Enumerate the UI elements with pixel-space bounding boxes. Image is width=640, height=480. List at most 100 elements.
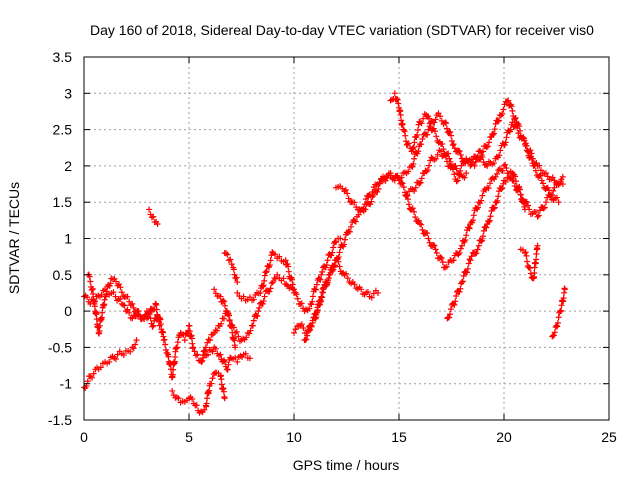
x-axis-label: GPS time / hours [293,457,400,473]
data-point [485,185,492,192]
data-point [310,314,317,321]
data-point [207,337,213,344]
data-point [491,126,498,133]
data-point [394,96,401,103]
data-point [204,339,211,346]
data-point [528,150,535,157]
data-point [285,268,292,275]
data-point [437,113,444,120]
data-point [414,131,421,138]
data-point [344,190,351,197]
data-point [456,288,463,295]
data-point [409,205,416,212]
data-point [424,230,431,237]
data-point [527,147,534,154]
data-point [448,137,455,144]
data-point [129,300,136,307]
data-point [243,334,250,341]
series-track-o [402,161,566,271]
data-point [430,241,437,248]
data-point [221,395,228,402]
series-track-k [291,256,381,336]
data-point [337,235,344,242]
data-point [465,260,472,267]
series-track-f [169,369,228,416]
data-point [512,114,519,121]
data-point [102,293,109,300]
data-point [486,217,493,224]
data-point [117,295,124,302]
data-point [521,135,528,142]
data-point [560,295,567,302]
data-point [465,224,472,231]
data-point [89,285,96,292]
data-point [523,142,530,149]
data-point [494,197,501,204]
data-point [419,226,426,233]
data-point [351,199,358,206]
y-tick-label: 1.5 [53,194,73,210]
data-point [218,320,225,327]
data-point [519,197,526,204]
data-point [116,281,122,288]
series-track-q [517,242,541,282]
data-point [561,286,568,293]
data-point [126,298,133,305]
data-point [505,97,512,104]
data-point [502,161,509,168]
data-point [456,148,463,155]
data-point [531,162,538,169]
data-point [233,274,240,281]
data-point [426,120,433,127]
y-tick-label: 2 [64,158,72,174]
data-point [475,242,482,249]
data-point [411,208,417,215]
data-point [411,155,418,162]
data-point [90,370,97,377]
x-tick-label: 25 [601,429,617,445]
data-point [411,139,418,146]
data-point [522,206,528,213]
data-point [543,170,549,177]
data-point [484,162,491,169]
data-point [554,323,561,330]
data-point [130,345,137,352]
data-point [399,121,406,128]
data-point [534,213,541,220]
data-point [445,150,452,157]
data-point [162,346,169,353]
data-point [149,323,156,330]
data-point [555,199,562,206]
data-point [333,239,339,246]
data-point [426,239,433,246]
data-point [249,322,256,329]
data-point [415,217,422,224]
data-point [194,351,201,358]
data-point [221,315,227,322]
data-point [242,350,249,357]
data-point [181,337,188,344]
data-point [250,296,257,303]
data-point [480,148,486,155]
data-point [254,313,261,320]
data-point [495,118,502,125]
data-point [220,388,227,395]
data-point [129,315,136,322]
data-point [502,139,509,146]
y-axis-label: SDTVAR / TECUs [6,182,22,294]
data-point [420,115,427,122]
data-point [117,284,124,291]
data-point [306,305,313,312]
data-point [113,278,120,285]
data-point [317,299,324,306]
data-point [473,250,480,257]
data-point [172,353,179,360]
data-point [509,107,516,114]
data-point [432,246,439,253]
data-point [507,126,514,133]
data-point [553,194,560,201]
data-point [289,276,296,283]
data-point [330,266,337,273]
data-point [232,354,239,361]
